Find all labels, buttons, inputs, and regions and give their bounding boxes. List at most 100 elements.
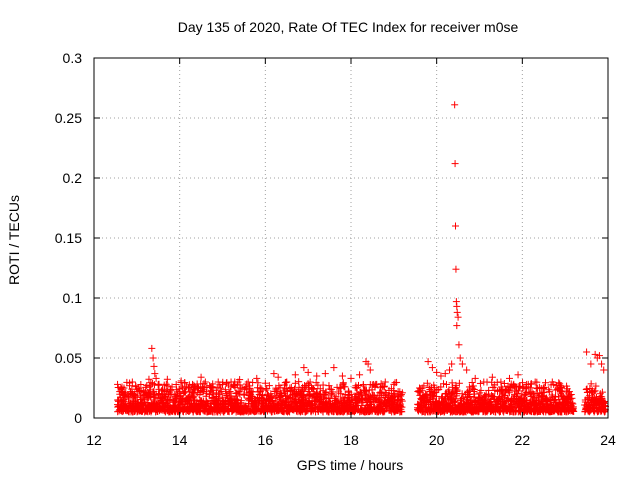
x-tick-label: 16	[258, 432, 274, 448]
data-point	[203, 389, 211, 397]
data-point	[523, 396, 531, 404]
data-point	[246, 389, 254, 397]
data-point	[221, 386, 229, 394]
data-point	[149, 354, 157, 362]
data-point	[527, 380, 535, 388]
y-tick-label: 0.1	[63, 290, 83, 306]
data-point	[152, 374, 160, 382]
data-point	[261, 379, 269, 387]
data-point	[190, 390, 198, 398]
data-point	[190, 381, 198, 389]
data-points	[114, 101, 609, 416]
data-point	[189, 380, 197, 388]
data-point	[268, 392, 276, 400]
data-point	[177, 377, 185, 385]
data-point	[122, 388, 130, 396]
data-point	[453, 386, 461, 394]
data-point	[244, 378, 252, 386]
data-point	[397, 392, 405, 400]
data-point	[598, 360, 606, 368]
data-point	[310, 404, 318, 412]
data-point	[555, 379, 563, 387]
y-tick-label: 0.3	[63, 50, 83, 66]
data-point	[150, 362, 158, 370]
data-point	[601, 399, 609, 407]
data-point	[339, 379, 347, 387]
data-point	[488, 391, 496, 399]
data-point	[480, 378, 488, 386]
data-point	[364, 360, 372, 368]
data-point	[137, 388, 145, 396]
data-point	[463, 366, 471, 374]
data-point	[130, 398, 138, 406]
data-point	[163, 400, 171, 408]
data-point	[254, 400, 262, 408]
data-point	[437, 372, 445, 380]
data-point	[146, 383, 154, 391]
data-point	[214, 378, 222, 386]
data-point	[451, 160, 459, 168]
data-point	[347, 374, 355, 382]
data-point	[397, 400, 405, 408]
x-tick-label: 24	[600, 432, 616, 448]
data-point	[373, 380, 381, 388]
x-axis-label: GPS time / hours	[297, 457, 404, 473]
data-point	[424, 358, 432, 366]
data-point	[397, 391, 405, 399]
data-point	[380, 408, 388, 416]
data-point	[433, 368, 441, 376]
data-point	[159, 385, 167, 393]
data-point	[264, 390, 272, 398]
data-point	[485, 390, 493, 398]
data-point	[176, 388, 184, 396]
data-point	[366, 366, 374, 374]
data-point	[514, 371, 522, 379]
data-point	[165, 395, 173, 403]
y-axis-label: ROTI / TECUs	[6, 195, 22, 285]
data-point	[265, 382, 273, 390]
data-point	[201, 378, 209, 386]
data-point	[322, 389, 330, 397]
data-point	[398, 389, 406, 397]
data-point	[398, 408, 406, 416]
data-point	[283, 385, 291, 393]
data-point	[168, 383, 176, 391]
data-point	[330, 364, 338, 372]
data-point	[197, 373, 205, 381]
data-point	[236, 376, 244, 384]
data-point	[357, 388, 365, 396]
data-point	[270, 370, 278, 378]
data-point	[540, 384, 548, 392]
data-point	[398, 397, 406, 405]
data-point	[306, 378, 314, 386]
data-point	[154, 380, 162, 388]
data-point	[565, 388, 573, 396]
data-point	[216, 389, 224, 397]
data-point	[142, 383, 150, 391]
data-point	[458, 360, 466, 368]
x-tick-label: 22	[515, 432, 531, 448]
data-point	[217, 388, 225, 396]
data-point	[180, 389, 188, 397]
data-point	[523, 380, 531, 388]
data-point	[567, 390, 575, 398]
data-point	[362, 387, 370, 395]
data-point	[120, 384, 128, 392]
data-point	[164, 382, 172, 390]
data-point	[300, 364, 308, 372]
data-point	[390, 380, 398, 388]
data-point	[598, 393, 606, 401]
data-point	[583, 348, 591, 356]
x-tick-label: 12	[86, 432, 102, 448]
data-point	[591, 350, 599, 358]
data-point	[455, 379, 463, 387]
data-point	[454, 313, 462, 321]
data-point	[548, 391, 556, 399]
data-point	[170, 398, 178, 406]
data-point	[591, 387, 599, 395]
data-point	[129, 390, 137, 398]
data-point	[505, 387, 513, 395]
data-point	[141, 390, 149, 398]
data-point	[452, 265, 460, 273]
